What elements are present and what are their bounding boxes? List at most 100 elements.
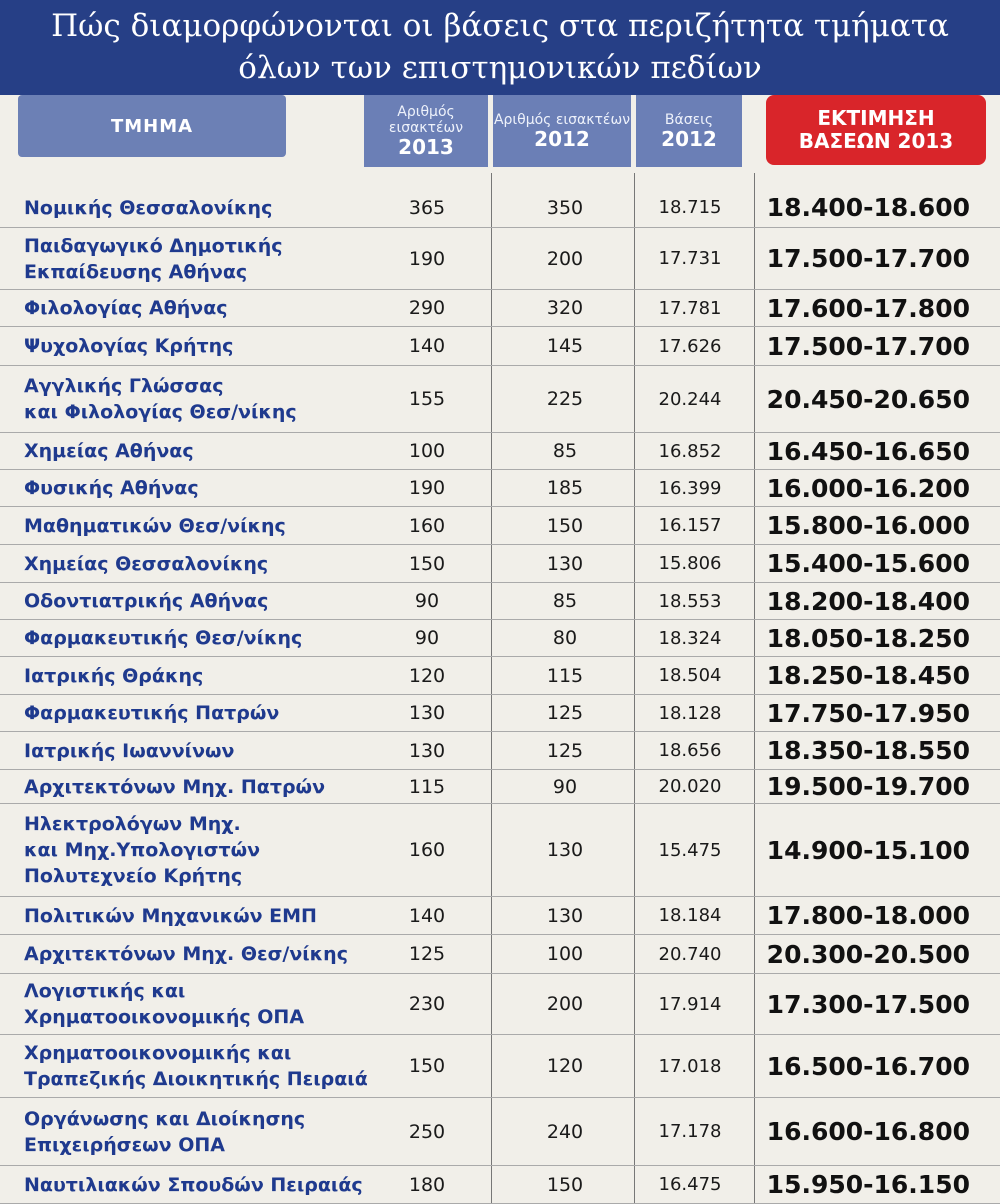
department-name: Χημείας Αθήνας bbox=[24, 440, 194, 462]
estimate-2013-value: 18.200-18.400 bbox=[766, 586, 970, 616]
admitted-2012-value: 80 bbox=[552, 627, 578, 649]
estimate-2013-value: 15.950-16.150 bbox=[766, 1170, 970, 1199]
admitted-2013-value: 120 bbox=[408, 664, 446, 687]
admitted-2013-value: 150 bbox=[408, 552, 446, 575]
base-2012-value: 20.020 bbox=[658, 776, 722, 797]
column-divider bbox=[491, 173, 492, 1204]
admitted-2013-value: 115 bbox=[408, 775, 446, 798]
table-row: Νομικής Θεσσαλονίκης 365 350 18.715 18.400-1… bbox=[0, 188, 1000, 228]
estimate-2013-value: 20.450-20.650 bbox=[766, 384, 970, 414]
admitted-2013-value: 190 bbox=[408, 247, 446, 270]
base-2012-value: 17.018 bbox=[658, 1055, 722, 1077]
admitted-2012-value: 85 bbox=[552, 440, 578, 462]
department-name: Φαρμακευτικής Θεσ/νίκης bbox=[24, 627, 303, 649]
admitted-2013-value: 130 bbox=[408, 702, 446, 724]
table-row: Πολιτικών Μηχανικών ΕΜΠ 140 130 18.184 17.80… bbox=[0, 897, 1000, 935]
table-row: Αρχιτεκτόνων Μηχ. Θεσ/νίκης 125 100 20.740 2… bbox=[0, 935, 1000, 974]
admitted-2012-value: 115 bbox=[546, 664, 584, 687]
admitted-2013-value: 125 bbox=[408, 943, 446, 965]
admitted-2012-value: 90 bbox=[552, 775, 578, 798]
admitted-2013-value: 290 bbox=[408, 297, 446, 319]
table-row: Φιλολογίας Αθήνας 290 320 17.781 17.600-17.8… bbox=[0, 290, 1000, 327]
page-title: Πώς διαμορφώνονται οι βάσεις στα περιζήτ… bbox=[0, 0, 1000, 95]
estimate-2013-value: 16.500-16.700 bbox=[766, 1051, 970, 1081]
department-name: Φιλολογίας Αθήνας bbox=[24, 297, 228, 319]
estimate-2013-value: 17.500-17.700 bbox=[766, 244, 970, 273]
department-name: Μαθηματικών Θεσ/νίκης bbox=[24, 514, 286, 537]
admitted-2012-value: 150 bbox=[546, 514, 584, 537]
admitted-2013-value: 140 bbox=[408, 335, 446, 357]
table-row: Φαρμακευτικής Θεσ/νίκης 90 80 18.324 18.050-… bbox=[0, 620, 1000, 657]
estimate-2013-value: 14.900-15.100 bbox=[766, 835, 970, 865]
estimate-2013-value: 17.500-17.700 bbox=[766, 331, 970, 361]
header-admitted-2012-label: Αριθμός εισακτέων bbox=[493, 112, 631, 128]
title-line-2: όλων των επιστημονικών πεδίων bbox=[238, 50, 762, 86]
admitted-2013-value: 250 bbox=[408, 1120, 446, 1143]
table-row: Ιατρικής Θράκης 120 115 18.504 18.250-18.450 bbox=[0, 657, 1000, 695]
table-row: Χημείας Αθήνας 100 85 16.852 16.450-16.650 bbox=[0, 433, 1000, 470]
table-row: Ηλεκτρολόγων Μηχ. και Μηχ.Υπολογιστών Πο… bbox=[0, 804, 1000, 897]
header-bases-2012-year: 2012 bbox=[661, 127, 717, 151]
estimate-2013-value: 18.250-18.450 bbox=[766, 661, 970, 690]
admitted-2012-value: 130 bbox=[546, 839, 584, 861]
estimate-2013-value: 17.750-17.950 bbox=[766, 698, 970, 728]
admitted-2012-value: 200 bbox=[546, 247, 584, 270]
base-2012-value: 17.178 bbox=[658, 1121, 722, 1142]
estimate-2013-value: 18.400-18.600 bbox=[766, 193, 970, 222]
header-bases-2012-label: Βάσεις bbox=[664, 112, 714, 128]
header-admitted-2013-year: 2013 bbox=[398, 135, 454, 159]
estimate-2013-value: 18.350-18.550 bbox=[766, 736, 970, 765]
department-name: Ιατρικής Θράκης bbox=[24, 664, 204, 687]
table-row: Μαθηματικών Θεσ/νίκης 160 150 16.157 15.800-… bbox=[0, 507, 1000, 545]
admitted-2012-value: 320 bbox=[546, 297, 584, 319]
base-2012-value: 18.324 bbox=[658, 627, 722, 649]
admitted-2012-value: 100 bbox=[546, 943, 584, 965]
admitted-2013-value: 190 bbox=[408, 477, 446, 499]
department-name: Οργάνωσης και Διοίκησης Επιχειρήσεων ΟΠΑ bbox=[24, 1107, 306, 1156]
column-divider bbox=[634, 173, 635, 1204]
base-2012-value: 17.731 bbox=[658, 248, 722, 269]
admitted-2012-value: 145 bbox=[546, 335, 584, 357]
department-name: Αγγλικής Γλώσσας και Φιλολογίας Θεσ/νίκη… bbox=[24, 375, 297, 423]
base-2012-value: 18.656 bbox=[658, 740, 722, 761]
header-admitted-2012-year: 2012 bbox=[534, 127, 590, 151]
base-2012-value: 16.399 bbox=[658, 477, 722, 499]
department-name: Ηλεκτρολόγων Μηχ. και Μηχ.Υπολογιστών Πο… bbox=[24, 813, 261, 887]
admitted-2013-value: 150 bbox=[408, 1055, 446, 1077]
admitted-2013-value: 90 bbox=[414, 590, 440, 612]
header-department: ΤΜΗΜΑ bbox=[18, 95, 286, 157]
admitted-2012-value: 125 bbox=[546, 702, 584, 724]
estimate-2013-value: 17.300-17.500 bbox=[766, 989, 970, 1019]
estimate-2013-value: 19.500-19.700 bbox=[766, 772, 970, 801]
admitted-2013-value: 155 bbox=[408, 388, 446, 410]
table-row: Χημείας Θεσσαλονίκης 150 130 15.806 15.400-1… bbox=[0, 545, 1000, 583]
table-row: Αρχιτεκτόνων Μηχ. Πατρών 115 90 20.020 19.50… bbox=[0, 770, 1000, 804]
estimate-2013-value: 16.450-16.650 bbox=[766, 436, 970, 466]
table-row: Παιδαγωγικό Δημοτικής Εκπαίδευσης Αθήνας… bbox=[0, 228, 1000, 290]
admitted-2012-value: 200 bbox=[546, 993, 584, 1015]
table-row: Φυσικής Αθήνας 190 185 16.399 16.000-16.200 bbox=[0, 470, 1000, 507]
header-bases-2012: Βάσεις 2012 bbox=[636, 95, 742, 167]
department-name: Ψυχολογίας Κρήτης bbox=[24, 335, 234, 357]
base-2012-value: 18.184 bbox=[658, 905, 722, 926]
department-name: Λογιστικής και Χρηματοοικονομικής ΟΠΑ bbox=[24, 980, 305, 1028]
admitted-2013-value: 230 bbox=[408, 993, 446, 1015]
base-2012-value: 17.781 bbox=[658, 297, 722, 319]
admitted-2013-value: 140 bbox=[408, 904, 446, 927]
department-name: Οδοντιατρικής Αθήνας bbox=[24, 590, 269, 612]
admitted-2012-value: 150 bbox=[546, 1173, 584, 1196]
header-admitted-2013: Αριθμός εισακτέων 2013 bbox=[364, 95, 488, 167]
header-estimate-line-1: ΕΚΤΙΜΗΣΗ bbox=[817, 106, 935, 130]
header-admitted-2013-label: Αριθμός εισακτέων bbox=[388, 104, 464, 136]
admitted-2012-value: 125 bbox=[546, 739, 584, 762]
base-2012-value: 17.914 bbox=[658, 993, 722, 1015]
base-2012-value: 20.244 bbox=[658, 388, 722, 410]
table-row: Ναυτιλιακών Σπουδών Πειραιάς 180 150 16.475… bbox=[0, 1166, 1000, 1204]
table-row: Οργάνωσης και Διοίκησης Επιχειρήσεων ΟΠΑ… bbox=[0, 1098, 1000, 1166]
admitted-2013-value: 160 bbox=[408, 514, 446, 537]
admitted-2012-value: 350 bbox=[546, 196, 584, 219]
estimate-2013-value: 16.000-16.200 bbox=[766, 473, 970, 503]
table-header: ΤΜΗΜΑ Αριθμός εισακτέων 2013 Αριθμός εισ… bbox=[0, 95, 1000, 173]
admitted-2013-value: 160 bbox=[408, 839, 446, 861]
table-row: Ψυχολογίας Κρήτης 140 145 17.626 17.500-17.7… bbox=[0, 327, 1000, 366]
